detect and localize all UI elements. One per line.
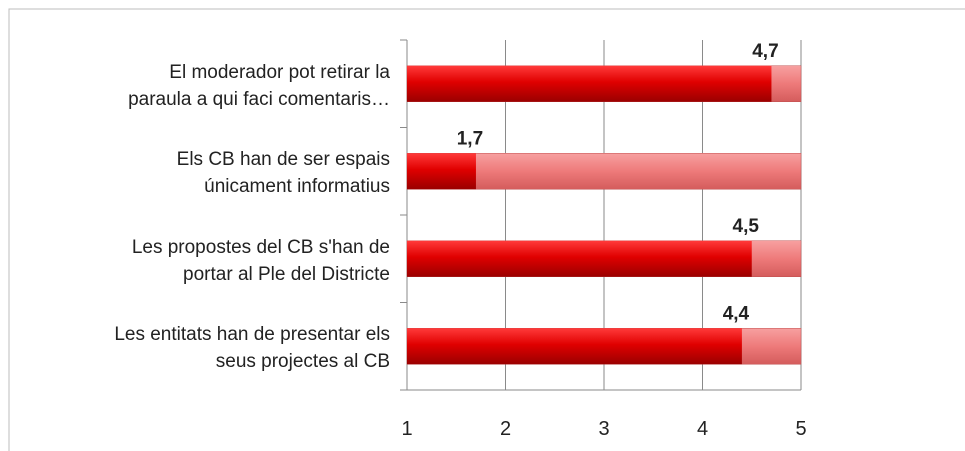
y-tick-label: Els CB han de ser espais únicament infor… <box>176 149 390 198</box>
y-tick-label: Les entitats han de presentar els seus p… <box>114 324 390 373</box>
y-tick-label: Les propostes del CB s'han de portar al … <box>131 236 390 285</box>
bar <box>407 153 476 190</box>
bar <box>407 328 742 365</box>
bar <box>407 65 772 102</box>
bar <box>407 240 752 277</box>
x-tick-label: 2 <box>500 418 511 440</box>
value-label: 4,7 <box>752 41 778 62</box>
x-tick-label: 1 <box>401 418 412 440</box>
value-label: 1,7 <box>457 128 483 149</box>
x-tick-label: 4 <box>697 418 708 440</box>
value-label: 4,5 <box>733 216 760 237</box>
value-label: 4,4 <box>723 303 750 324</box>
x-tick-label: 5 <box>795 418 806 440</box>
y-tick-label: El moderador pot retirar la paraula a qu… <box>128 61 390 110</box>
x-tick-label: 3 <box>598 418 609 440</box>
